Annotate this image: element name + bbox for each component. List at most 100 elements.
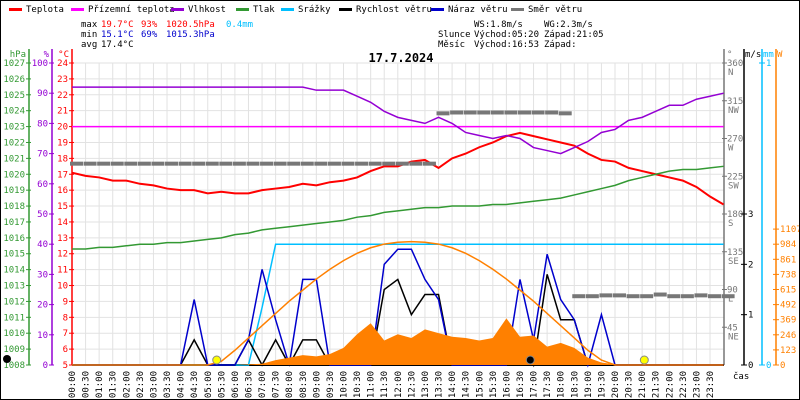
hpa-tick-label: 1027 [3, 59, 25, 69]
hpa-tick-label: 1008 [3, 361, 25, 371]
wind-direction-point [517, 110, 531, 115]
x-tick-label: 09:00 [312, 371, 322, 398]
x-tick-label: 12:00 [394, 371, 404, 398]
w-tick-label: 861 [780, 255, 796, 265]
x-tick-label: 13:00 [421, 371, 431, 398]
temp-tick-label: 11 [57, 266, 68, 276]
wind-direction-point [436, 111, 450, 116]
x-tick-label: 05:00 [204, 371, 214, 398]
x-tick-label: 18:30 [570, 371, 580, 398]
hpa-tick-label: 1019 [3, 186, 25, 196]
x-tick-label: 04:30 [190, 371, 200, 398]
w-tick-label: 492 [780, 301, 796, 311]
deg-tick-label: 45 [727, 323, 738, 333]
sun-set: Západ:21:05 [544, 30, 604, 40]
temp-tick-label: 24 [57, 59, 68, 69]
deg-tick-label: 315 [727, 97, 743, 107]
w-tick-label: 369 [780, 316, 796, 326]
w-tick-label: 0 [780, 361, 785, 371]
moon-label: Měsíc [438, 40, 466, 50]
hpa-tick-label: 1010 [3, 329, 25, 339]
legend-swatch [236, 8, 249, 11]
wind-direction-point [70, 161, 83, 166]
legend-swatch [511, 8, 524, 11]
x-tick-label: 15:30 [489, 371, 499, 398]
pct-tick-label: 70 [37, 150, 48, 160]
moon-marker-left [3, 355, 11, 363]
stats-max-press: 1020.5hPa [166, 20, 215, 30]
temp-tick-label: 7 [63, 329, 68, 339]
legend-label: Srážky [298, 5, 331, 15]
wind-direction-point [653, 292, 667, 297]
stats-min-hum: 69% [141, 30, 158, 40]
hpa-tick-label: 1020 [3, 170, 25, 180]
x-tick-label: 02:30 [136, 371, 146, 398]
wind-direction-point [314, 161, 328, 166]
sun-label: Slunce [438, 30, 471, 40]
series-vlhkost-line [72, 86, 724, 155]
wind-direction-point [680, 294, 694, 299]
x-tick-label: 09:30 [326, 371, 336, 398]
wind-direction-point [273, 161, 287, 166]
x-tick-label: 01:30 [109, 371, 119, 398]
wind-direction-point [97, 161, 111, 166]
temp-tick-label: 8 [63, 313, 68, 323]
temp-tick-label: 10 [57, 282, 68, 292]
hpa-tick-label: 1014 [3, 266, 25, 276]
x-tick-label: 22:30 [679, 371, 689, 398]
wind-direction-point [626, 294, 640, 299]
pct-tick-label: 80 [37, 119, 48, 129]
hpa-tick-label: 1009 [3, 345, 25, 355]
wind-direction-point [355, 161, 369, 166]
stats-max-label: max [81, 20, 98, 30]
deg-compass-label: NE [728, 332, 739, 342]
hpa-tick-label: 1017 [3, 218, 25, 228]
wind-direction-point [124, 161, 138, 166]
series-teplota-line [71, 131, 725, 206]
wind-direction-point [300, 161, 314, 166]
deg-compass-label: S [728, 219, 733, 229]
temp-tick-label: 17 [57, 170, 68, 180]
wind-direction-point [545, 110, 559, 115]
temp-tick-label: 22 [57, 91, 68, 101]
deg-axis-unit: ° [727, 50, 732, 60]
x-tick-label: 17:30 [543, 371, 553, 398]
wind-direction-point [558, 111, 572, 116]
x-tick-label: 12:30 [407, 371, 417, 398]
pct-axis-unit: % [44, 50, 50, 60]
x-tick-label: 15:00 [475, 371, 485, 398]
x-axis-label: čas [733, 371, 749, 382]
legend-label: Směr větru [528, 5, 583, 15]
wind-direction-point [327, 161, 341, 166]
legend-label: Náraz větru [448, 5, 508, 15]
deg-compass-label: N [728, 68, 733, 78]
deg-compass-label: SW [728, 181, 739, 191]
x-tick-label: 07:00 [258, 371, 268, 398]
wind-direction-point [382, 161, 396, 166]
moon-rise: Východ:16:53 [474, 40, 540, 50]
x-tick-label: 14:30 [462, 371, 472, 398]
stats-max-hum: 93% [141, 20, 158, 30]
legend-label: Teplota [26, 5, 64, 15]
x-tick-label: 03:30 [163, 371, 173, 398]
wind-direction-point [640, 294, 654, 299]
deg-tick-label: 360 [727, 59, 743, 69]
wind-direction-point [287, 161, 301, 166]
pct-tick-label: 50 [37, 210, 48, 220]
legend-item: Rychlost větru [339, 5, 432, 15]
x-tick-label: 10:30 [353, 371, 363, 398]
stats-max-temp: 19.7°C [101, 20, 134, 30]
legend-label: Tlak [253, 5, 275, 15]
pct-tick-label: 60 [37, 180, 48, 190]
stats-min-label: min [81, 30, 98, 40]
ms-tick-label: 2 [748, 260, 753, 270]
legend-label: Rychlost větru [356, 5, 432, 15]
x-tick-label: 00:00 [68, 371, 78, 398]
legend-item: Směr větru [511, 5, 582, 15]
legend-swatch [71, 8, 84, 11]
stats-avg-label: avg [81, 40, 98, 50]
x-tick-label: 00:30 [82, 371, 92, 398]
legend-item: Tlak [236, 5, 275, 15]
wind-direction-point [477, 110, 491, 115]
